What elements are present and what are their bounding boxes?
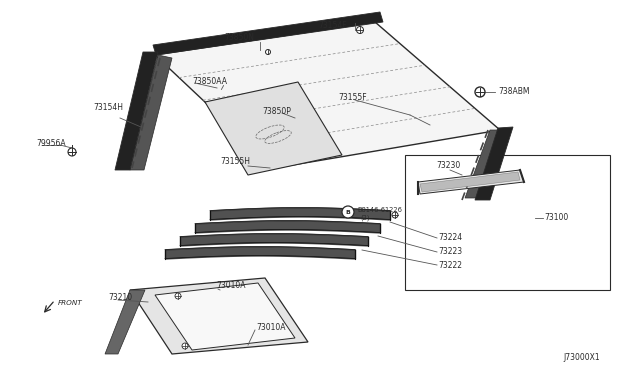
Circle shape [392,212,398,218]
Circle shape [266,49,271,55]
Text: 73850N: 73850N [224,33,254,42]
Circle shape [356,26,364,33]
Polygon shape [153,12,383,55]
Text: 73010A: 73010A [256,324,285,333]
Polygon shape [205,82,342,175]
Text: 73154H: 73154H [93,103,123,112]
Text: 73010A: 73010A [216,280,246,289]
Polygon shape [418,170,524,194]
Polygon shape [420,172,520,192]
Polygon shape [115,52,158,170]
Polygon shape [105,290,145,354]
Text: FRONT: FRONT [58,300,83,306]
Text: 73850AA: 73850AA [192,77,227,87]
Text: J73000X1: J73000X1 [563,353,600,362]
Text: B: B [346,209,351,215]
Text: 73210: 73210 [108,292,132,301]
Polygon shape [475,127,513,200]
Circle shape [175,293,181,299]
Text: 73223: 73223 [438,247,462,257]
Text: 73155F: 73155F [338,93,367,102]
Text: 738ABM: 738ABM [498,87,529,96]
Text: 73850P: 73850P [262,108,291,116]
Text: 73154F: 73154F [318,20,347,29]
Circle shape [342,206,354,218]
Polygon shape [465,130,503,198]
Text: 73222: 73222 [438,260,462,269]
Text: 79956A: 79956A [36,138,66,148]
Circle shape [182,343,188,349]
Polygon shape [155,22,500,168]
Text: 73155H: 73155H [220,157,250,167]
Text: 73224: 73224 [438,234,462,243]
Circle shape [68,148,76,156]
Text: B8146-61226: B8146-61226 [357,207,402,213]
Polygon shape [130,55,172,170]
Text: 73230: 73230 [436,160,460,170]
Text: 73100: 73100 [544,214,568,222]
Text: (2): (2) [360,215,369,221]
Polygon shape [155,283,295,350]
Circle shape [475,87,485,97]
Polygon shape [130,278,308,354]
